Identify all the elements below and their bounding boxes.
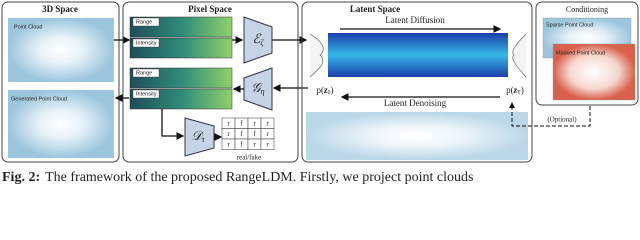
panel-title: Pixel Space bbox=[188, 4, 232, 14]
distribution bbox=[309, 33, 324, 78]
grid-cell-label: f bbox=[253, 130, 256, 138]
caption-text: The framework of the proposed RangeLDM. … bbox=[45, 170, 473, 185]
symbol: ℰ bbox=[252, 31, 261, 46]
channel-label: Intensity bbox=[136, 91, 157, 97]
masked-image bbox=[552, 43, 636, 101]
caption: Fig. 2: The framework of the proposed Ran… bbox=[2, 170, 473, 185]
tag bbox=[132, 68, 160, 78]
symbol: 𝒢 bbox=[251, 80, 263, 95]
grid-cell-label: r bbox=[253, 140, 256, 148]
grid-cell-label: r bbox=[266, 119, 269, 127]
grid-caption: real/fake bbox=[237, 154, 261, 162]
text: 0 bbox=[328, 90, 331, 96]
grid-cell bbox=[260, 138, 275, 150]
image-label: Sparse Point Cloud bbox=[546, 22, 593, 28]
text: z bbox=[323, 85, 328, 95]
grid-cell-label: f bbox=[240, 130, 243, 138]
optional-label: (Optional) bbox=[547, 116, 577, 124]
tag bbox=[132, 17, 160, 27]
tag bbox=[132, 89, 160, 99]
real-fake-grid: r f r rr f f rr f r r bbox=[221, 117, 275, 150]
point-cloud-image bbox=[8, 18, 114, 82]
grid-cell-label: r bbox=[227, 119, 230, 127]
panel-3d bbox=[1, 1, 120, 163]
encoder-label: ℰζ bbox=[252, 31, 264, 47]
panel-latent bbox=[301, 1, 533, 163]
figure: 3D Space Point Cloud Generated Point Clo… bbox=[1, 1, 639, 185]
image-label: Point Cloud bbox=[14, 24, 42, 30]
arrow bbox=[161, 109, 185, 140]
text: ) bbox=[521, 85, 524, 95]
grid-cell-label: r bbox=[266, 140, 269, 148]
latent-map bbox=[328, 33, 508, 77]
text: T bbox=[517, 90, 521, 96]
panel-title: Conditioning bbox=[566, 5, 608, 14]
panel-pixel bbox=[122, 1, 299, 163]
subscript: η bbox=[261, 87, 265, 96]
grid-cell-label: f bbox=[240, 140, 243, 148]
subscript: τ bbox=[202, 135, 206, 144]
symbol: 𝒟 bbox=[191, 128, 204, 143]
start-label: p(z0) bbox=[316, 85, 333, 96]
decoder-label: 𝒢η bbox=[251, 80, 264, 96]
tag bbox=[132, 38, 160, 48]
grid-cell-label: r bbox=[253, 119, 256, 127]
panel-title: Latent Space bbox=[350, 4, 400, 14]
text: ) bbox=[331, 85, 334, 95]
point-cloud-strip bbox=[306, 112, 528, 160]
text: p( bbox=[316, 85, 324, 95]
image-label: Generated Point Cloud bbox=[11, 96, 67, 102]
grid-cell-label: f bbox=[240, 119, 243, 127]
channel-label: Range bbox=[136, 19, 152, 25]
discriminator-label: 𝒟τ bbox=[191, 128, 205, 144]
grid-cell-label: r bbox=[266, 130, 269, 138]
caption-label: Fig. 2: bbox=[2, 170, 40, 185]
image-label: Masked Point Cloud bbox=[556, 50, 605, 56]
process-label: Latent Denoising bbox=[384, 98, 447, 108]
point-cloud-image bbox=[8, 90, 114, 158]
text: z bbox=[513, 85, 518, 95]
channel-label: Range bbox=[136, 70, 152, 76]
end-label: p(zT) bbox=[506, 85, 524, 96]
decoder-block bbox=[243, 67, 273, 111]
grid-cell-label: r bbox=[227, 140, 230, 148]
distribution bbox=[512, 33, 527, 78]
dashed-arrow bbox=[509, 102, 591, 127]
panel-title: 3D Space bbox=[42, 4, 78, 14]
text: p( bbox=[506, 85, 514, 95]
process-label: Latent Diffusion bbox=[385, 15, 445, 25]
encoder-block bbox=[243, 16, 273, 64]
grid-cell-label: r bbox=[227, 130, 230, 138]
channel-label: Intensity bbox=[136, 40, 157, 46]
panel-conditioning bbox=[535, 1, 639, 106]
subscript: ζ bbox=[260, 38, 264, 47]
discriminator-block bbox=[184, 117, 215, 157]
